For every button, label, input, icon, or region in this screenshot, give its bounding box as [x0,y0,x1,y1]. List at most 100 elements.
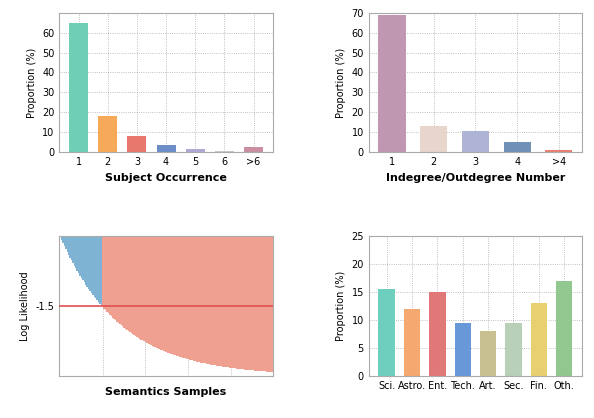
Bar [162,236,163,350]
Bar [75,236,77,268]
Bar [267,236,268,372]
Bar [68,236,69,255]
Bar [116,236,118,321]
Bar [222,236,223,367]
Bar [233,236,235,368]
Bar [220,236,222,366]
Bar [128,136,146,153]
Bar [140,236,142,339]
Bar [98,236,99,302]
Bar [420,126,447,153]
Bar [257,236,258,371]
Bar [188,236,189,359]
Bar [106,236,108,312]
Bar [214,236,216,365]
Y-axis label: Proportion (%): Proportion (%) [27,47,37,117]
Bar [100,236,102,306]
Bar [159,236,160,349]
Bar [110,236,112,316]
Bar [85,236,86,285]
Bar [175,236,176,355]
Bar [545,150,573,153]
Bar [261,236,263,371]
Bar [72,236,74,263]
Bar [505,323,522,376]
Bar [246,236,247,370]
Bar [139,236,140,339]
Bar [181,236,182,357]
Bar [69,236,71,257]
Bar [122,236,124,326]
Bar [163,236,165,351]
Bar [77,236,78,271]
Bar [135,236,136,336]
Bar [207,236,208,364]
Bar [219,236,220,366]
Bar [182,236,183,358]
Bar [98,117,117,153]
Bar [253,236,254,370]
Bar [146,236,147,343]
Bar [260,236,261,371]
Bar [89,236,91,291]
X-axis label: Semantics Samples: Semantics Samples [106,387,227,397]
Bar [92,236,93,295]
Bar [213,236,214,365]
Bar [86,236,88,287]
Bar [65,236,67,249]
Bar [103,236,105,308]
Bar [251,236,253,370]
Bar [263,236,264,371]
Bar [378,15,406,153]
Bar [81,236,82,278]
Bar [240,236,242,369]
Bar [172,236,173,354]
Bar [226,236,228,367]
Bar [67,236,68,252]
Bar [128,236,129,331]
Bar [203,236,204,363]
Bar [186,236,188,359]
Bar [429,292,446,376]
Bar [78,236,80,273]
Bar [235,236,236,368]
Bar [206,236,207,364]
Bar [134,236,135,335]
Bar [232,236,233,368]
Bar [149,236,150,344]
Bar [196,236,197,362]
Bar [230,236,232,368]
Bar [236,236,237,369]
Bar [132,236,134,334]
Bar [153,236,154,347]
Bar [91,236,92,293]
Bar [88,236,89,289]
Bar [147,236,149,344]
Bar [119,236,121,324]
Bar [154,236,156,347]
Bar [173,236,175,355]
Bar [189,236,190,360]
Bar [99,236,100,304]
Y-axis label: Log Likelihood: Log Likelihood [20,271,30,341]
Bar [244,148,263,153]
Bar [248,236,250,370]
Bar [250,236,251,370]
Bar [258,236,260,371]
Bar [96,236,98,300]
Bar [113,236,115,319]
Bar [138,236,139,338]
Bar [192,236,193,360]
Bar [229,236,230,368]
Bar [169,236,170,353]
Bar [215,151,234,153]
Bar [61,236,62,240]
Bar [197,236,199,362]
Bar [208,236,210,364]
Bar [237,236,239,369]
Bar [71,236,72,260]
X-axis label: Subject Occurrence: Subject Occurrence [105,173,227,183]
Bar [115,236,116,320]
Bar [530,303,547,376]
Bar [95,236,96,298]
